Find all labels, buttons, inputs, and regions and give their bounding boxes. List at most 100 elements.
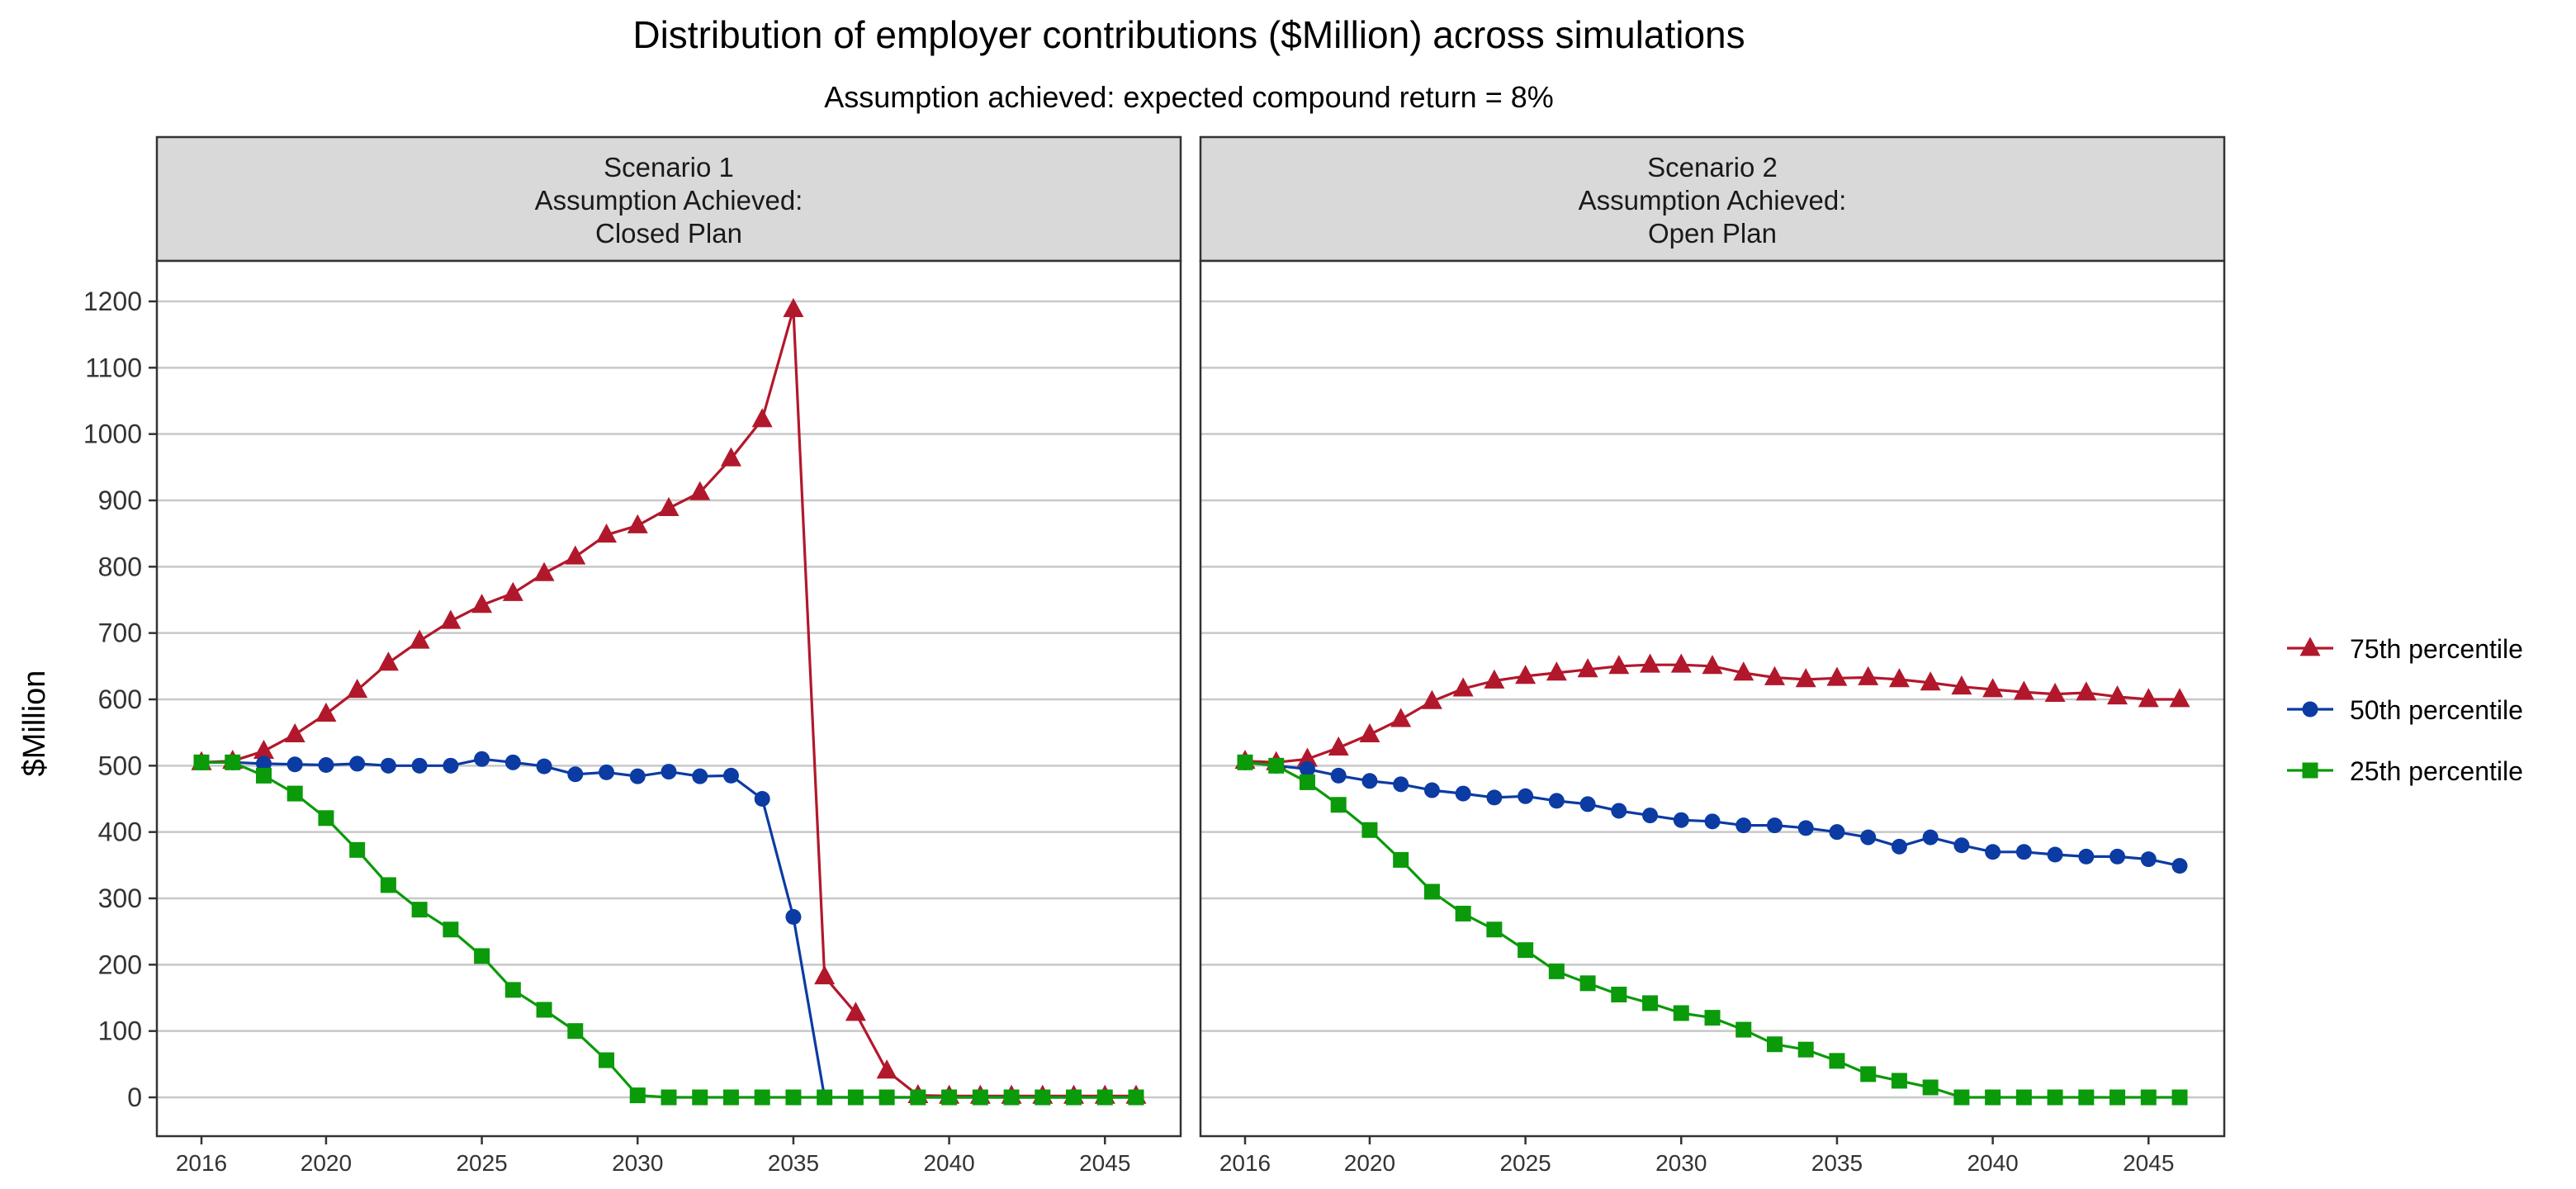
facet-panels: Scenario 1 Assumption Achieved: Closed Pla…: [83, 135, 2226, 1176]
data-point-2031: [1704, 1010, 1721, 1026]
data-point-2033: [720, 447, 741, 467]
data-point-2040: [1985, 844, 2001, 860]
y-axis-label: $Million: [17, 670, 52, 777]
y-tick-label: 700: [98, 618, 142, 648]
facet-strip-label: Scenario 1: [604, 152, 734, 182]
y-tick-label: 1200: [83, 287, 142, 316]
data-point-2034: [1797, 1041, 1814, 1058]
data-point-2020: [318, 757, 334, 774]
data-point-2032: [1733, 661, 1754, 681]
data-point-2045: [2140, 1089, 2157, 1106]
data-point-2024: [1484, 669, 1505, 689]
data-point-2046: [2169, 688, 2190, 708]
x-tick-label: 2016: [1219, 1150, 1271, 1176]
data-point-2024: [443, 757, 459, 774]
data-point-2020: [1361, 773, 1378, 789]
data-point-2040: [941, 1089, 958, 1106]
data-point-2030: [629, 768, 646, 784]
data-point-2030: [1670, 653, 1692, 673]
data-point-2037: [1891, 838, 1907, 855]
legend-item: 50th percentile: [2287, 695, 2523, 725]
data-point-2020: [1359, 722, 1380, 742]
y-tick-label: 900: [98, 486, 142, 515]
data-point-2026: [1546, 661, 1567, 681]
data-point-2018: [253, 739, 274, 760]
data-point-2018: [1299, 760, 1315, 777]
x-tick-label: 2020: [1344, 1150, 1395, 1176]
data-point-2030: [627, 514, 648, 533]
data-point-2019: [286, 756, 303, 773]
data-point-2040: [1982, 678, 2004, 698]
y-tick-label: 800: [98, 552, 142, 581]
x-tick-label: 2016: [176, 1150, 227, 1176]
y-tick-label: 500: [98, 751, 142, 780]
data-point-2024: [1486, 921, 1503, 938]
data-point-2033: [722, 1089, 739, 1106]
data-point-2044: [2110, 848, 2126, 865]
data-point-2026: [1548, 963, 1565, 979]
data-point-2018: [1299, 774, 1315, 790]
data-point-2034: [1797, 820, 1814, 836]
data-point-2046: [2171, 858, 2188, 874]
data-point-2025: [1518, 942, 1534, 959]
data-point-2027: [533, 561, 555, 581]
facet-strip: [1199, 135, 2226, 263]
data-point-2046: [1128, 1089, 1144, 1106]
data-point-2034: [1795, 668, 1816, 688]
data-point-2038: [878, 1089, 895, 1106]
data-point-2032: [692, 1089, 708, 1106]
data-point-2038: [876, 1059, 897, 1079]
data-point-2035: [785, 908, 802, 925]
facet-strip-label: Closed Plan: [595, 218, 742, 249]
x-tick-label: 2030: [1655, 1150, 1707, 1176]
x-tick-label: 2035: [768, 1150, 819, 1176]
data-point-2036: [1858, 666, 1879, 685]
data-point-2027: [1579, 975, 1596, 992]
data-point-2028: [1608, 655, 1630, 675]
x-tick-label: 2020: [301, 1150, 352, 1176]
legend-key-marker: [2299, 637, 2321, 656]
data-point-2019: [1328, 736, 1349, 756]
data-point-2032: [689, 481, 711, 500]
data-point-2028: [567, 766, 584, 783]
data-point-2025: [474, 751, 490, 767]
data-point-2022: [1423, 883, 1440, 900]
data-point-2023: [411, 902, 428, 918]
data-point-2023: [1455, 905, 1471, 921]
facet-strip-label: Assumption Achieved:: [1579, 185, 1847, 216]
data-point-2025: [1518, 788, 1534, 804]
y-tick-label: 200: [98, 950, 142, 979]
data-point-2035: [1829, 1053, 1845, 1069]
data-point-2023: [1455, 785, 1471, 802]
data-point-2027: [536, 758, 552, 775]
series-markers-25th-percentile: [1237, 754, 2188, 1106]
data-point-2039: [910, 1089, 926, 1106]
legend-key-marker: [2302, 762, 2318, 779]
data-point-2019: [1330, 767, 1347, 784]
data-point-2023: [411, 757, 428, 774]
data-point-2035: [785, 1089, 802, 1106]
data-point-2043: [2078, 848, 2095, 865]
data-point-2028: [1611, 986, 1627, 1002]
data-point-2029: [599, 764, 615, 780]
data-point-2044: [2110, 1089, 2126, 1106]
data-point-2026: [1548, 793, 1565, 809]
data-point-2034: [751, 408, 773, 428]
data-point-2029: [599, 1052, 615, 1068]
data-point-2020: [1361, 822, 1378, 838]
data-point-2023: [1452, 677, 1474, 697]
data-point-2021: [1393, 851, 1409, 868]
data-point-2026: [504, 982, 521, 998]
x-tick-label: 2045: [2123, 1150, 2174, 1176]
legend-label: 75th percentile: [2350, 634, 2523, 664]
x-tick-label: 2030: [612, 1150, 663, 1176]
data-point-2034: [754, 791, 770, 807]
x-tick-label: 2025: [1499, 1150, 1551, 1176]
data-point-2033: [1766, 1036, 1783, 1053]
data-point-2031: [661, 764, 677, 780]
series-markers-25th-percentile: [193, 754, 1144, 1106]
data-point-2038: [1920, 671, 1941, 691]
data-point-2045: [2140, 851, 2157, 868]
